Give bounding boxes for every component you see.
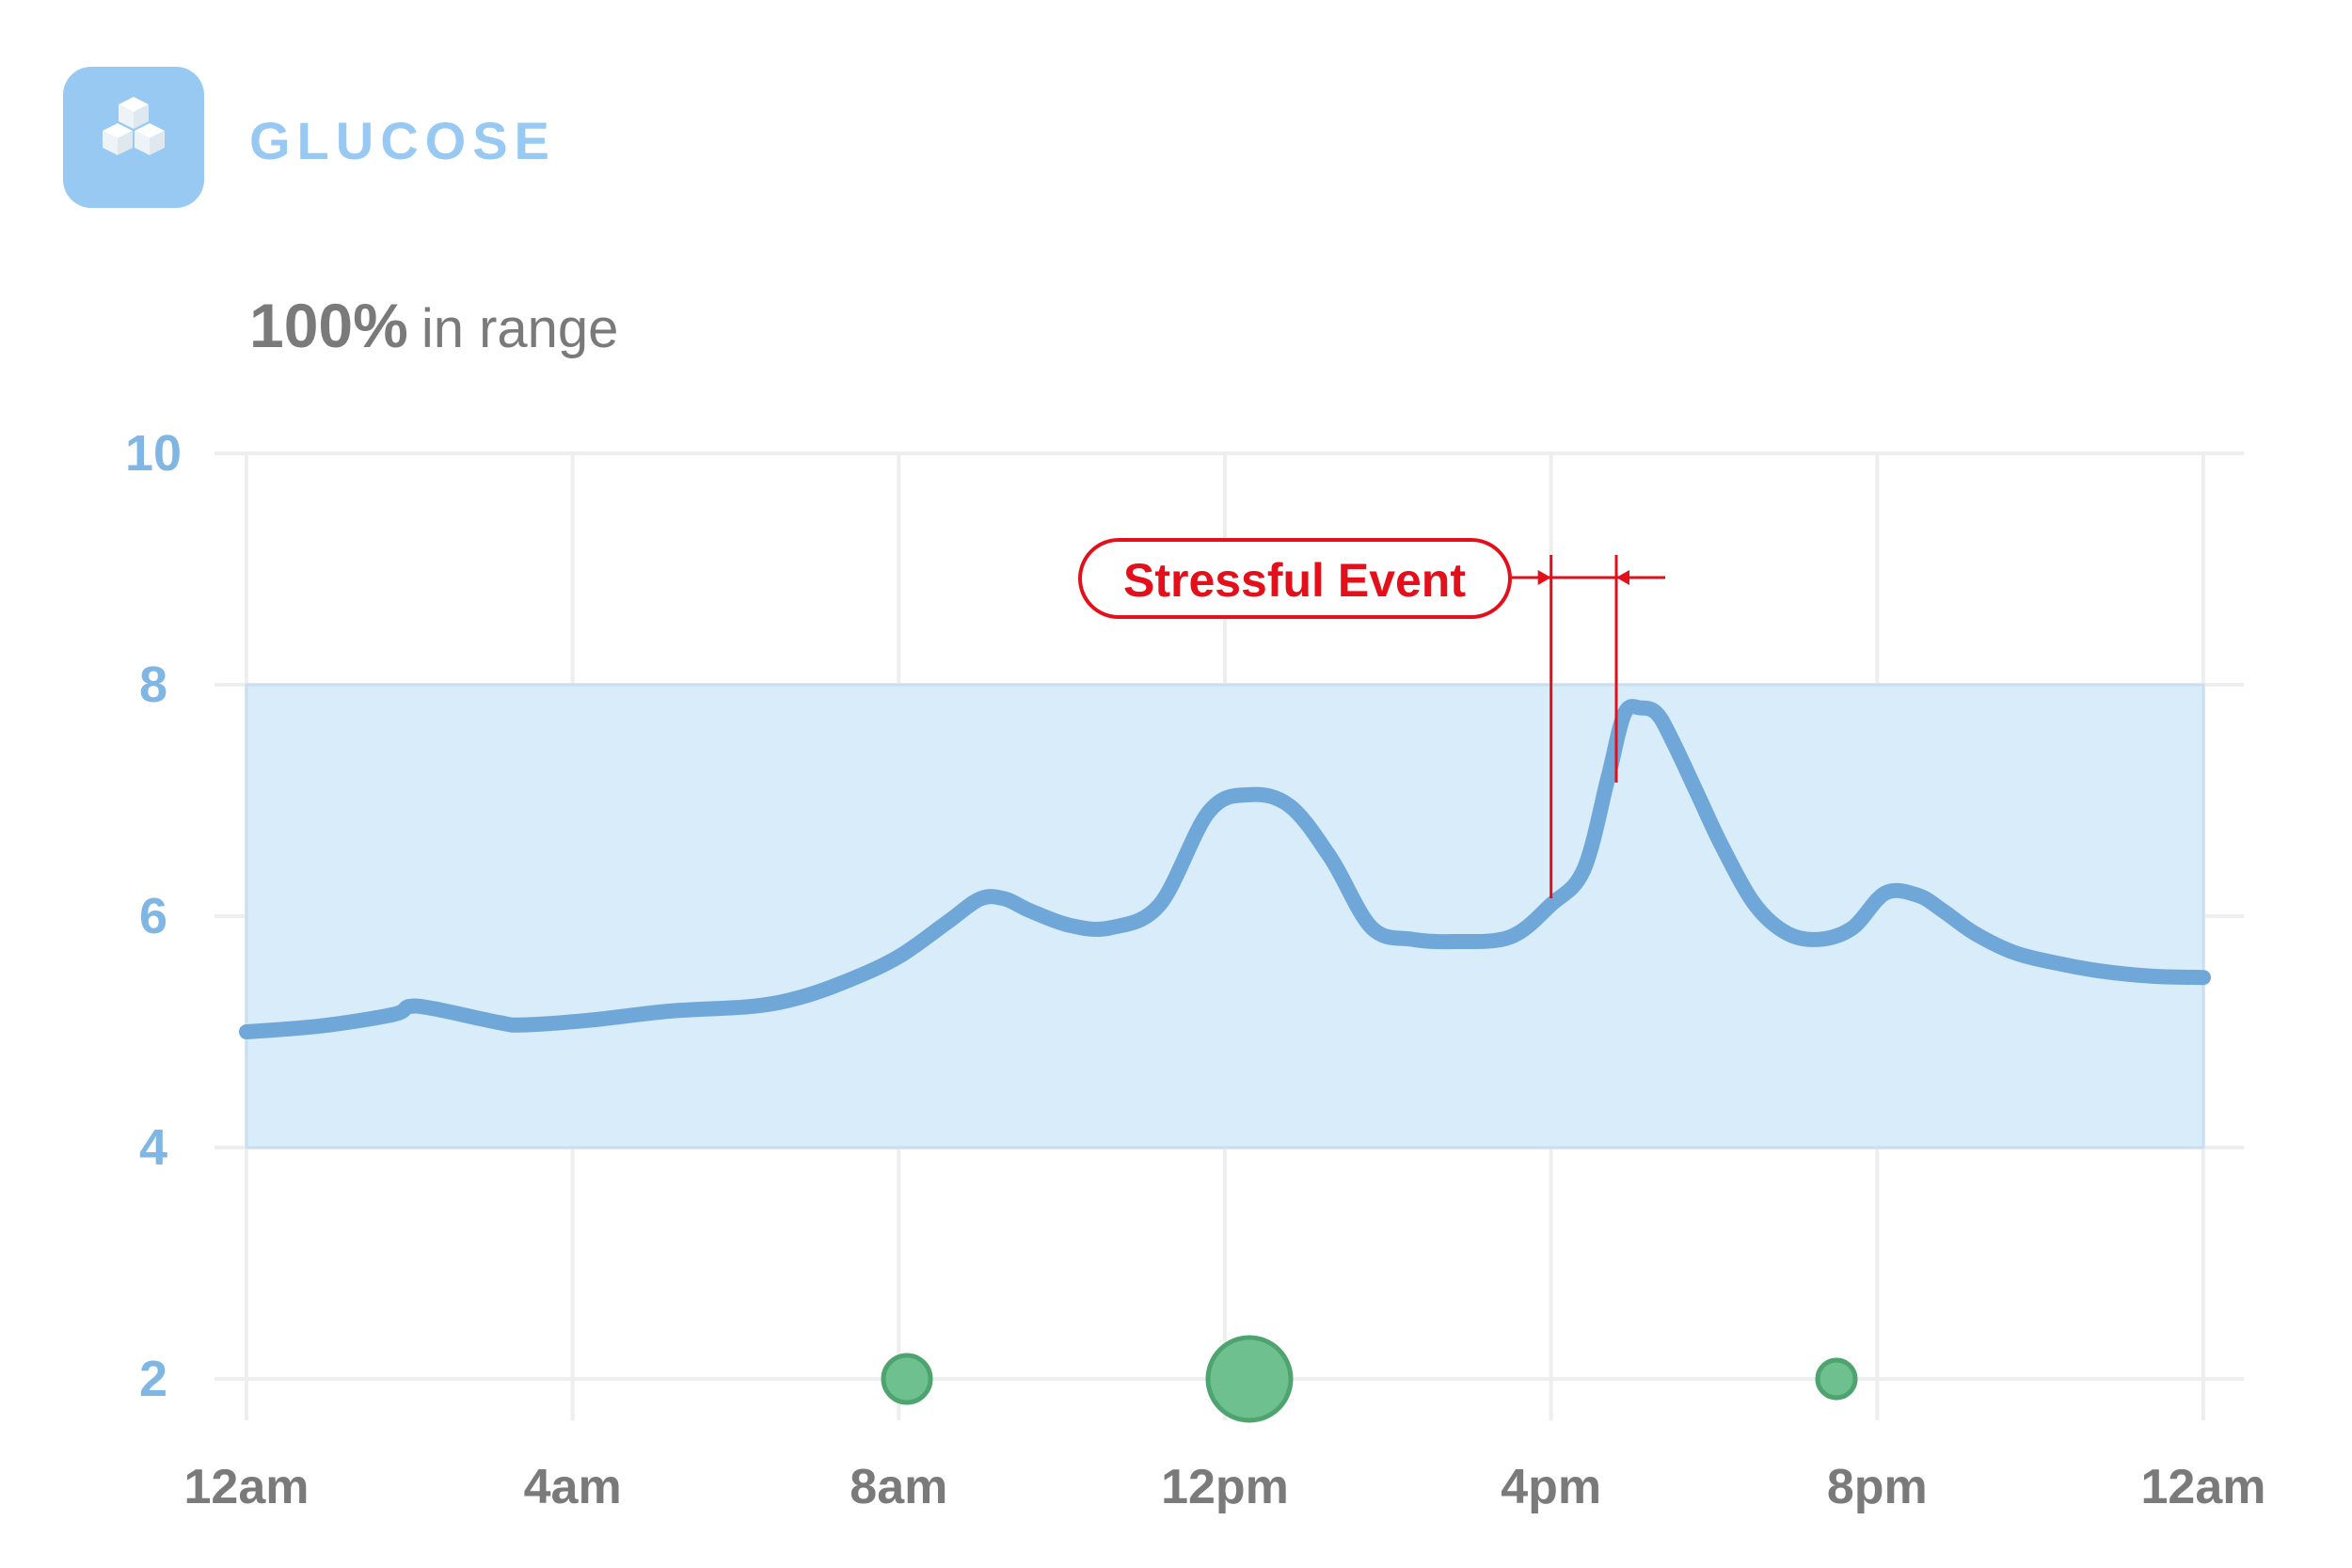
glucose-app-icon	[63, 67, 204, 208]
x-tick-label: 4pm	[1501, 1460, 1601, 1514]
y-tick-label: 8	[139, 657, 167, 713]
y-tick-label: 10	[125, 425, 182, 482]
event-marker	[881, 1353, 933, 1405]
event-end-arrow	[1616, 570, 1629, 585]
target-range-band	[245, 683, 2205, 1149]
y-tick-label: 4	[139, 1119, 167, 1176]
in-range-label: in range	[421, 298, 619, 359]
tick-labels: 2 4 6 8 10 12am 4am 8am 12pm 4pm 8pm 12am	[125, 425, 2266, 1514]
event-start-arrow	[1537, 570, 1551, 585]
event-annotation: Stressful Event	[1078, 538, 1665, 898]
y-tick-label: 6	[139, 888, 167, 944]
x-tick-label: 4am	[524, 1460, 622, 1514]
app-title: GLUCOSE	[249, 111, 556, 170]
x-tick-label: 12am	[184, 1460, 310, 1514]
sugar-cubes-icon	[103, 97, 165, 155]
event-marker	[1815, 1357, 1858, 1401]
x-tick-label: 8pm	[1827, 1460, 1928, 1514]
x-tick-label: 12pm	[1161, 1460, 1289, 1514]
event-marker	[1205, 1335, 1294, 1423]
series-layer	[239, 699, 2211, 1039]
x-tick-label: 12am	[2141, 1460, 2266, 1514]
in-range-summary: 100% in range	[249, 290, 618, 379]
glucose-series-line	[239, 699, 2211, 1039]
y-tick-label: 2	[139, 1351, 167, 1407]
x-tick-label: 8am	[850, 1460, 947, 1514]
event-label-box	[1078, 538, 1512, 619]
event-label: Stressful Event	[1123, 554, 1466, 607]
in-range-percentage: 100%	[249, 291, 408, 360]
markers	[881, 1335, 1858, 1423]
